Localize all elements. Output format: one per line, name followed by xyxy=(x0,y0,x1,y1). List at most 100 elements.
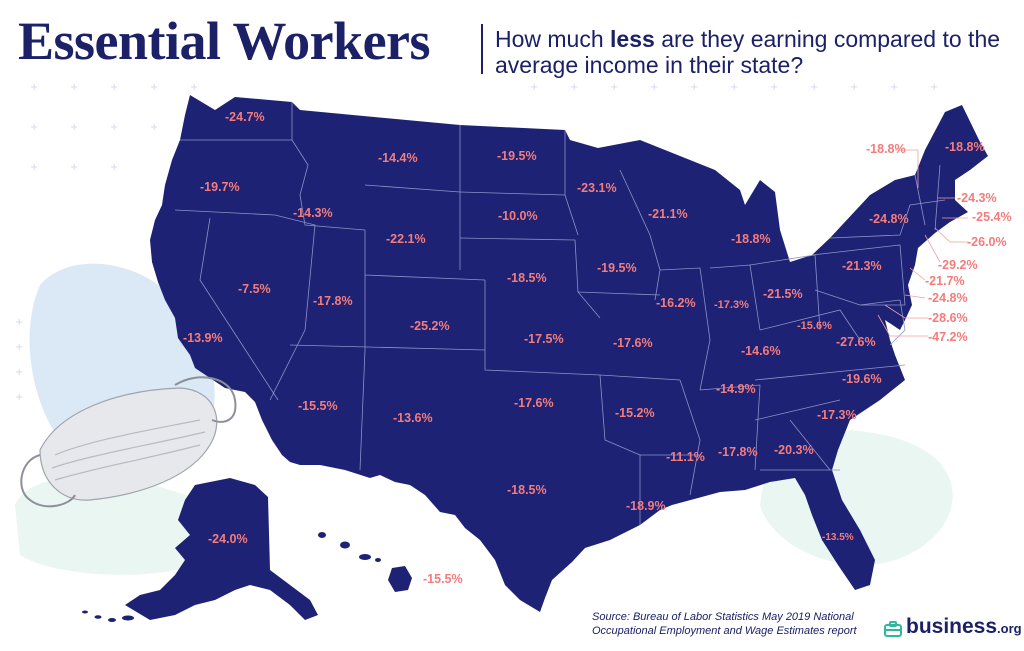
label-la: -18.9% xyxy=(626,499,666,513)
label-ia: -19.5% xyxy=(597,261,637,275)
label-mi: -18.8% xyxy=(731,232,771,246)
label-ar: -15.2% xyxy=(615,406,655,420)
label-ky: -14.6% xyxy=(741,344,781,358)
page-subtitle: How much less are they earning compared … xyxy=(495,26,1015,78)
svg-text:+: + xyxy=(70,82,78,93)
label-in: -17.3% xyxy=(714,299,749,311)
label-fl: -13.5% xyxy=(822,532,854,543)
label-ut: -17.8% xyxy=(313,294,353,308)
svg-text:+: + xyxy=(890,82,898,93)
svg-text:+: + xyxy=(30,122,38,133)
label-pa: -21.3% xyxy=(842,259,882,273)
label-dc: -47.2% xyxy=(928,330,968,344)
label-id: -14.3% xyxy=(293,206,333,220)
label-nc: -19.6% xyxy=(842,372,882,386)
svg-text:+: + xyxy=(190,82,198,93)
svg-text:+: + xyxy=(15,342,23,353)
svg-text:+: + xyxy=(570,82,578,93)
label-me: -18.8% xyxy=(945,140,985,154)
subtitle-before: How much xyxy=(495,26,611,52)
label-wa: -24.7% xyxy=(225,110,265,124)
svg-text:+: + xyxy=(150,82,158,93)
label-ga: -20.3% xyxy=(774,443,814,457)
label-ms: -11.1% xyxy=(666,450,705,464)
label-mn: -23.1% xyxy=(577,181,617,195)
label-nj: -21.7% xyxy=(925,274,965,288)
label-wy: -22.1% xyxy=(386,232,426,246)
label-or: -19.7% xyxy=(200,180,240,194)
svg-text:+: + xyxy=(690,82,698,93)
svg-text:+: + xyxy=(770,82,778,93)
logo-wordmark: business.org xyxy=(906,615,1022,639)
label-md: -28.6% xyxy=(928,311,968,325)
label-sc: -17.3% xyxy=(817,408,857,422)
svg-text:+: + xyxy=(70,122,78,133)
svg-text:+: + xyxy=(650,82,658,93)
source-line-1: Source: Bureau of Labor Statistics May 2… xyxy=(592,611,854,623)
label-nh: -24.3% xyxy=(957,191,997,205)
label-nm: -13.6% xyxy=(393,411,433,425)
label-il: -16.2% xyxy=(656,296,696,310)
subtitle-emphasis: less xyxy=(610,26,655,52)
logo-name: business xyxy=(906,615,998,638)
svg-text:+: + xyxy=(150,122,158,133)
label-nv: -7.5% xyxy=(238,282,271,296)
label-co: -25.2% xyxy=(410,319,450,333)
page-title: Essential Workers xyxy=(18,11,431,71)
face-mask-illustration xyxy=(20,376,237,508)
label-vt: -18.8% xyxy=(866,142,906,156)
svg-text:+: + xyxy=(110,122,118,133)
svg-text:+: + xyxy=(730,82,738,93)
label-al: -17.8% xyxy=(718,445,758,459)
svg-text:+: + xyxy=(15,367,23,378)
label-ny: -24.8% xyxy=(869,212,909,226)
leader-lines xyxy=(877,149,968,337)
source-line-2: Occupational Employment and Wage Estimat… xyxy=(592,625,857,637)
label-ri: -26.0% xyxy=(967,235,1007,249)
label-hi: -15.5% xyxy=(423,572,463,586)
label-ok: -17.6% xyxy=(514,396,554,410)
state-value-labels: -24.7% -19.7% -13.9% -7.5% -14.3% -14.4%… xyxy=(183,110,1012,586)
briefcase-icon xyxy=(884,621,902,637)
label-mt: -14.4% xyxy=(378,151,418,165)
alaska-shape xyxy=(125,478,318,620)
svg-text:+: + xyxy=(530,82,538,93)
title-divider xyxy=(481,24,483,74)
label-ma: -25.4% xyxy=(972,210,1012,224)
label-ak: -24.0% xyxy=(208,532,248,546)
label-tx: -18.5% xyxy=(507,483,547,497)
state-borders xyxy=(174,102,946,525)
label-tn: -14.9% xyxy=(716,382,756,396)
contiguous-us-shape xyxy=(150,95,988,612)
subtitle-after: are they earning compared to the average… xyxy=(495,26,1001,78)
label-ca: -13.9% xyxy=(183,331,223,345)
label-oh: -21.5% xyxy=(763,287,803,301)
label-ne: -18.5% xyxy=(507,271,547,285)
svg-text:+: + xyxy=(15,392,23,403)
label-wi: -21.1% xyxy=(648,207,688,221)
svg-text:+: + xyxy=(810,82,818,93)
svg-text:+: + xyxy=(110,82,118,93)
label-az: -15.5% xyxy=(298,399,338,413)
svg-text:+: + xyxy=(30,82,38,93)
svg-text:+: + xyxy=(70,162,78,173)
aleutian-islands-shape xyxy=(82,610,134,622)
svg-text:+: + xyxy=(15,317,23,328)
svg-text:+: + xyxy=(930,82,938,93)
label-wv: -15.6% xyxy=(797,320,832,332)
svg-text:+: + xyxy=(610,82,618,93)
source-note: Source: Bureau of Labor Statistics May 2… xyxy=(592,610,857,638)
label-ks: -17.5% xyxy=(524,332,564,346)
svg-text:+: + xyxy=(850,82,858,93)
svg-text:+: + xyxy=(110,162,118,173)
label-nd: -19.5% xyxy=(497,149,537,163)
label-va: -27.6% xyxy=(836,335,876,349)
svg-text:+: + xyxy=(30,162,38,173)
label-ct: -29.2% xyxy=(938,258,978,272)
hawaii-shape xyxy=(318,532,412,592)
label-de: -24.8% xyxy=(928,291,968,305)
label-mo: -17.6% xyxy=(613,336,653,350)
label-sd: -10.0% xyxy=(498,209,538,223)
logo-tld: .org xyxy=(997,621,1022,636)
